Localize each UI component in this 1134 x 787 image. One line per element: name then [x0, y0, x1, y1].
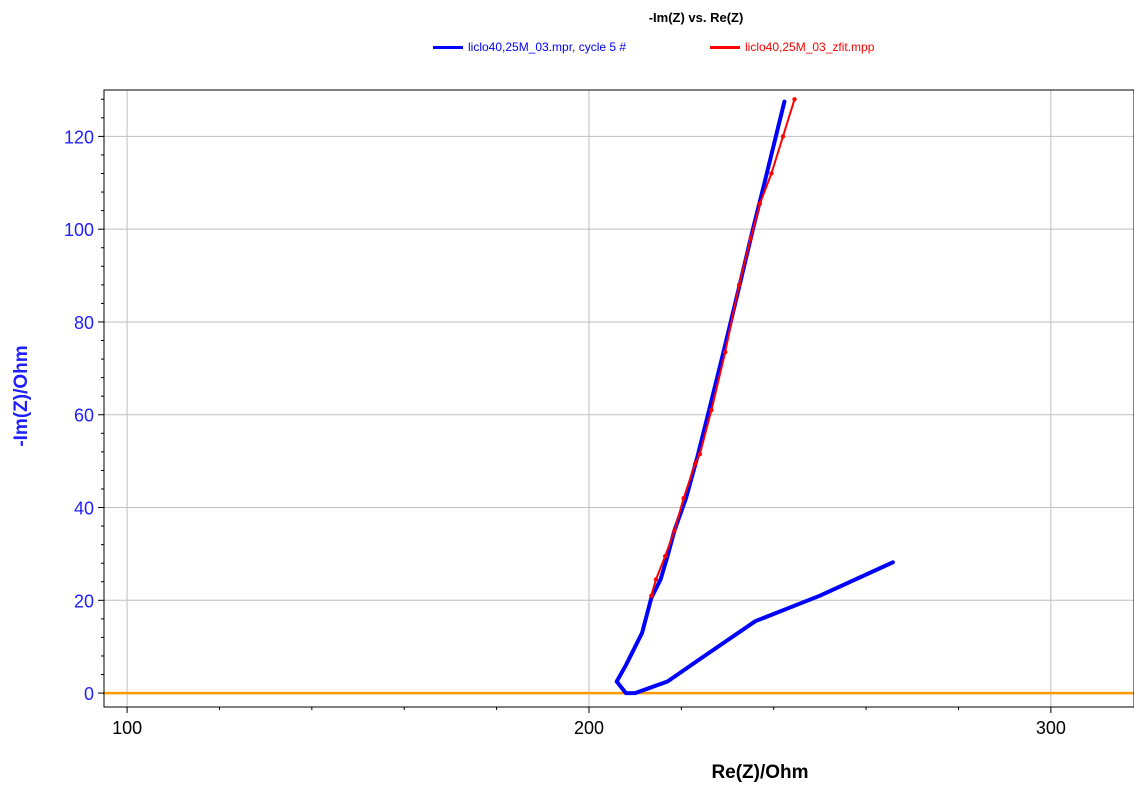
y-tick-label: 100 — [64, 220, 94, 240]
y-tick-label: 20 — [74, 591, 94, 611]
fit-point — [757, 201, 763, 206]
fit-point — [662, 554, 668, 559]
grid-lines — [104, 90, 1134, 707]
legend-item-measured[interactable]: liclo40,25M_03.mpr, cycle 5 # — [433, 40, 626, 54]
legend-swatch-red — [710, 45, 740, 49]
legend-item-fit[interactable]: liclo40,25M_03_zfit.mpp — [710, 40, 874, 54]
axis-tick-labels: 100 200 300 0 20 40 60 80 100 120 — [64, 127, 1066, 738]
fit-point — [697, 451, 703, 457]
y-tick-label: 80 — [74, 313, 94, 333]
x-tick-label: 300 — [1036, 718, 1066, 738]
fit-point — [792, 97, 797, 102]
legend-label-fit: liclo40,25M_03_zfit.mpp — [745, 40, 875, 54]
series-layer — [102, 97, 1134, 696]
fit-point — [649, 593, 654, 598]
fit-point — [693, 461, 698, 466]
plot-area-frame — [103, 89, 1134, 708]
x-axis-label: Re(Z)/Ohm — [711, 762, 809, 783]
fit-point — [769, 171, 774, 176]
legend-swatch-blue — [433, 45, 463, 49]
series-measured-line — [614, 99, 895, 696]
x-tick-label: 200 — [574, 718, 604, 738]
axis-ticks — [98, 98, 1052, 713]
x-tick-label: 100 — [112, 718, 142, 738]
fit-point — [736, 282, 742, 288]
fit-point — [748, 236, 753, 241]
y-tick-label: 120 — [64, 127, 94, 147]
fit-point — [709, 407, 714, 413]
fit-point — [681, 496, 686, 501]
y-tick-label: 40 — [74, 499, 94, 519]
fit-point — [653, 577, 659, 582]
y-tick-label: 0 — [84, 684, 94, 704]
fit-point — [780, 134, 786, 139]
y-tick-label: 60 — [74, 406, 94, 426]
y-axis-label: -Im(Z)/Ohm — [11, 345, 32, 447]
chart-title: -Im(Z) vs. Re(Z) — [648, 10, 744, 25]
legend-label-measured: liclo40,25M_03.mpr, cycle 5 # — [468, 40, 627, 54]
fit-point — [723, 349, 728, 355]
fit-point — [672, 528, 677, 533]
